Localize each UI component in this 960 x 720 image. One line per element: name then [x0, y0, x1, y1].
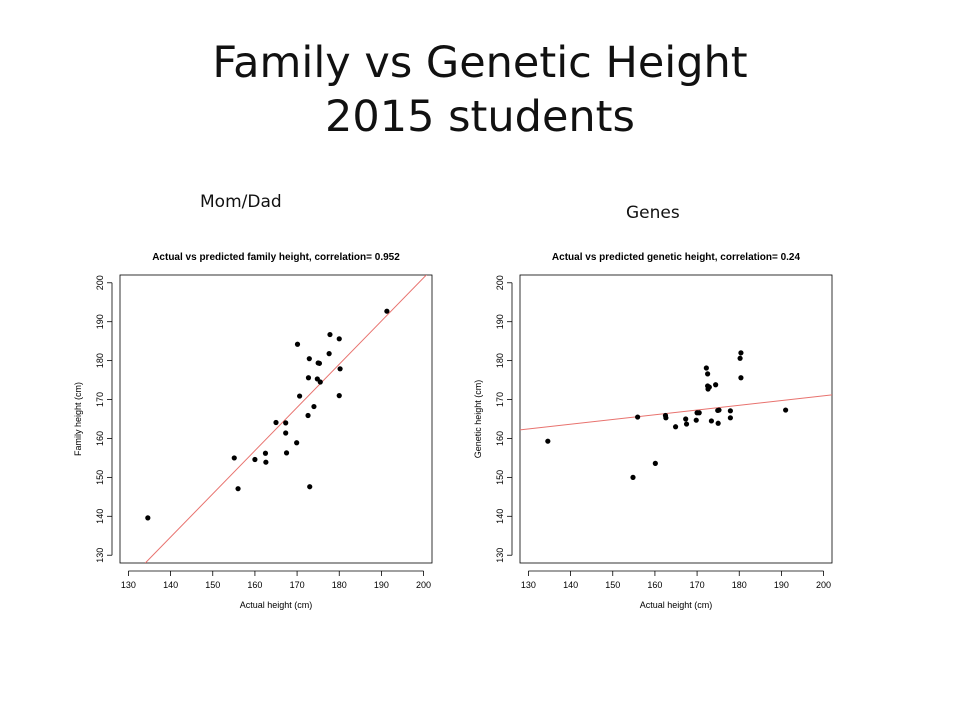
- family-chart-data-point: [305, 412, 311, 419]
- family-chart-data-point: [283, 430, 289, 436]
- right-panel-label: Genes: [626, 203, 680, 223]
- left-panel-label: Mom/Dad: [200, 192, 282, 212]
- genetic-chart-data-point: [727, 415, 733, 421]
- genetic-chart-data-point: [693, 417, 699, 423]
- genetic-chart-data-point: [727, 408, 733, 414]
- family-chart-data-point: [336, 336, 342, 342]
- family-chart-data-point: [336, 393, 342, 399]
- genetic-chart-y-axis-label: Genetic height (cm): [473, 380, 483, 459]
- genetic-chart-y-tick-label: 180: [495, 353, 505, 368]
- family-chart-y-tick-label: 170: [95, 392, 105, 407]
- family-chart-y-tick-label: 150: [95, 470, 105, 485]
- family-chart-y-tick-label: 180: [95, 353, 105, 368]
- genetic-chart-data-point: [706, 384, 712, 390]
- family-chart-data-point: [337, 366, 343, 372]
- genetic-chart-x-tick-label: 190: [774, 580, 789, 590]
- family-chart-x-axis-label: Actual height (cm): [240, 600, 313, 610]
- family-chart-y-axis-label: Family height (cm): [73, 382, 83, 456]
- slide-title: Family vs Genetic Height 2015 students: [0, 36, 960, 144]
- genetic-chart-x-tick-label: 130: [521, 580, 536, 590]
- genetic-chart-y-tick-label: 160: [495, 431, 505, 446]
- genetic-chart-data-point: [663, 415, 669, 421]
- family-chart-y-tick-label: 160: [95, 431, 105, 446]
- family-chart-y-tick-label: 140: [95, 509, 105, 524]
- genetic-chart-data-point: [672, 424, 679, 430]
- genetic-chart-data-point: [652, 460, 658, 466]
- genetic-chart-y-tick-label: 190: [495, 314, 505, 329]
- genetic-chart-data-point: [545, 438, 551, 444]
- family-chart-data-point: [384, 308, 390, 314]
- family-chart-x-tick-label: 130: [121, 580, 136, 590]
- family-chart-data-point: [311, 403, 317, 410]
- genetic-chart-plot-frame: [519, 274, 833, 564]
- family-chart-data-point: [273, 419, 279, 426]
- genetic-chart-data-point: [696, 410, 702, 416]
- family-chart-x-tick-label: 170: [290, 580, 305, 590]
- family-chart-fit-line: [144, 275, 428, 563]
- genetic-chart-x-tick-label: 150: [605, 580, 620, 590]
- family-chart-y-tick-label: 130: [95, 548, 105, 563]
- genetic-chart-x-tick-label: 200: [816, 580, 831, 590]
- family-chart-x-tick-label: 180: [332, 580, 347, 590]
- genetic-chart-y-tick-label: 170: [495, 392, 505, 407]
- genetic-chart-data-point: [737, 355, 743, 361]
- genetic-chart-y-tick-label: 130: [495, 548, 505, 563]
- genetic-height-scatter-chart: Actual vs predicted genetic height, corr…: [473, 252, 833, 610]
- family-chart-data-point: [317, 379, 323, 385]
- family-chart-data-point: [307, 484, 313, 490]
- family-chart-data-point: [294, 440, 300, 446]
- genetic-chart-data-point: [738, 350, 744, 356]
- genetic-chart-y-tick-label: 140: [495, 509, 505, 524]
- family-chart-x-tick-label: 150: [205, 580, 220, 590]
- genetic-chart-data-point: [630, 474, 636, 480]
- genetic-chart-x-tick-label: 180: [732, 580, 747, 590]
- family-chart-title: Actual vs predicted family height, corre…: [152, 252, 400, 263]
- genetic-chart-data-point: [683, 421, 690, 427]
- family-chart-data-point: [326, 351, 332, 357]
- genetic-chart-x-tick-label: 160: [647, 580, 662, 590]
- family-chart-x-tick-label: 140: [163, 580, 178, 590]
- family-chart-y-tick-label: 200: [95, 275, 105, 290]
- family-chart-data-point: [263, 459, 269, 465]
- family-chart-data-point: [297, 393, 303, 399]
- family-chart-data-point: [145, 515, 151, 521]
- family-chart-data-point: [283, 420, 289, 426]
- genetic-chart-data-point: [715, 420, 721, 426]
- family-chart-x-tick-label: 200: [416, 580, 431, 590]
- genetic-chart-data-point: [683, 416, 689, 422]
- genetic-chart-data-point: [635, 414, 641, 420]
- genetic-chart-data-point: [705, 371, 711, 377]
- family-chart-data-point: [262, 450, 269, 456]
- genetic-chart-x-tick-label: 140: [563, 580, 578, 590]
- genetic-chart-data-point: [783, 407, 789, 413]
- genetic-chart-x-tick-label: 170: [690, 580, 705, 590]
- family-chart-x-tick-label: 190: [374, 580, 389, 590]
- family-chart-data-point: [283, 450, 290, 456]
- genetic-chart-fit-line: [520, 394, 832, 431]
- genetic-chart-y-tick-label: 200: [495, 275, 505, 290]
- slide-title-line2: 2015 students: [325, 92, 635, 142]
- family-chart-data-point: [294, 341, 301, 347]
- genetic-chart-title: Actual vs predicted genetic height, corr…: [552, 252, 801, 263]
- genetic-chart-data-point: [713, 382, 719, 388]
- genetic-chart-data-point: [716, 407, 722, 413]
- family-chart-data-point: [306, 356, 312, 362]
- family-chart-data-point: [305, 375, 312, 381]
- genetic-chart-data-point: [703, 365, 709, 371]
- genetic-chart-data-point: [738, 375, 744, 381]
- family-chart-plot-frame: [119, 274, 433, 564]
- slide-title-line1: Family vs Genetic Height: [212, 38, 748, 88]
- family-chart-data-point: [327, 331, 333, 338]
- family-chart-data-point: [316, 360, 323, 366]
- genetic-chart-x-axis-label: Actual height (cm): [640, 600, 713, 610]
- family-height-scatter-chart: Actual vs predicted family height, corre…: [73, 252, 433, 610]
- family-chart-data-point: [252, 456, 258, 463]
- family-chart-data-point: [231, 455, 237, 461]
- genetic-chart-y-tick-label: 150: [495, 470, 505, 485]
- family-chart-y-tick-label: 190: [95, 314, 105, 329]
- family-chart-x-tick-label: 160: [247, 580, 262, 590]
- family-chart-data-point: [235, 486, 241, 492]
- genetic-chart-data-point: [708, 418, 715, 424]
